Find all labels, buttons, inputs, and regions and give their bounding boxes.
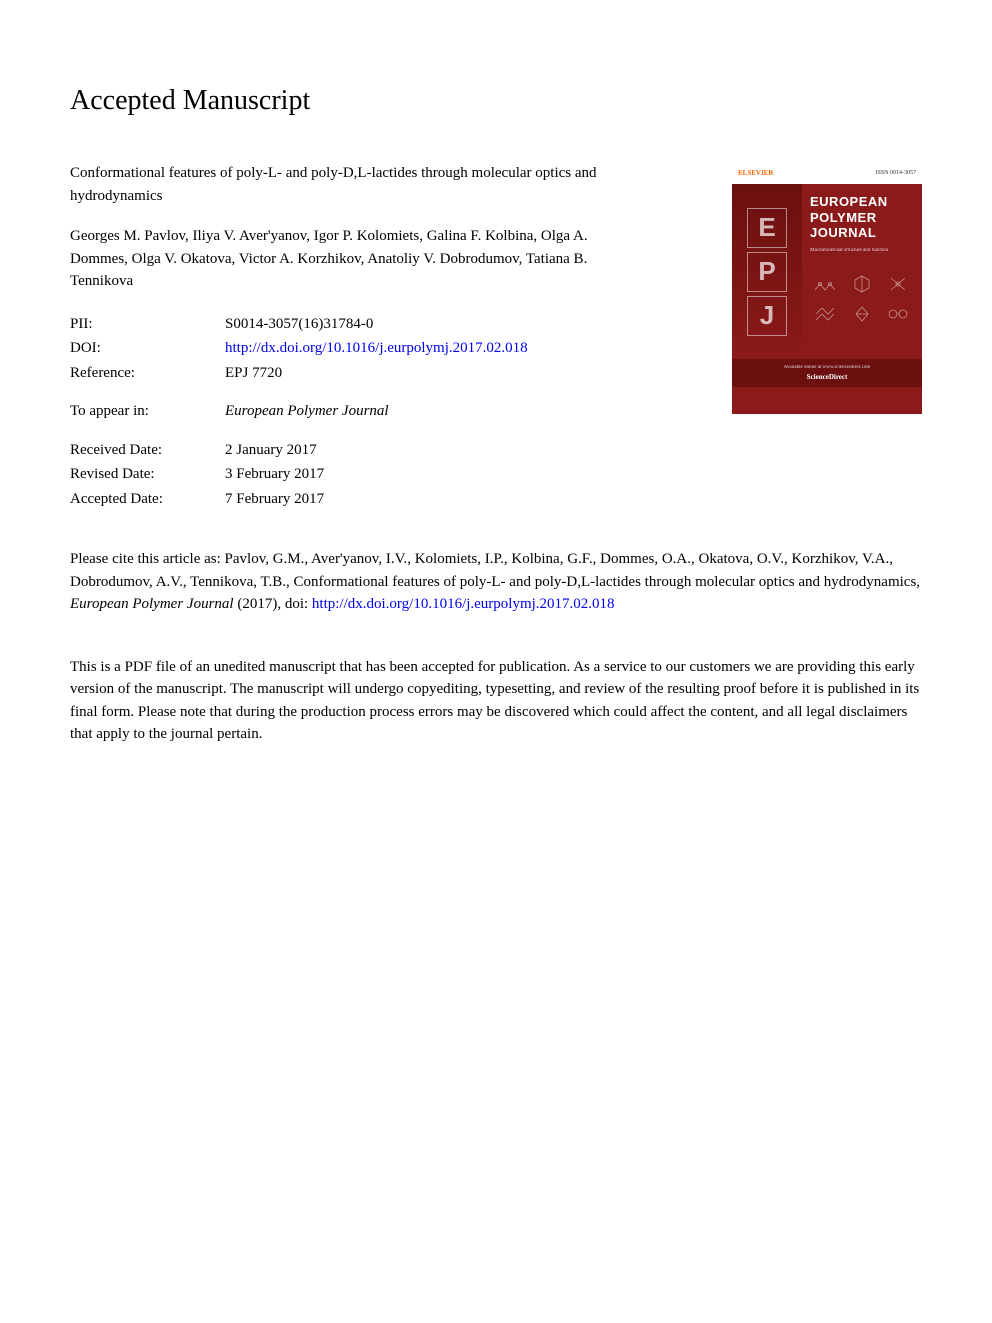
molecule-icon bbox=[883, 302, 913, 326]
cover-top-bar: ELSEVIER ISSN 0014-3057 bbox=[732, 162, 922, 184]
meta-row-appear: To appear in: European Polymer Journal bbox=[70, 400, 702, 423]
doi-link[interactable]: http://dx.doi.org/10.1016/j.eurpolymj.20… bbox=[225, 337, 702, 360]
citation-journal: European Polymer Journal bbox=[70, 596, 234, 612]
citation-prefix: Please cite this article as: Pavlov, G.M… bbox=[70, 551, 920, 590]
journal-cover: ELSEVIER ISSN 0014-3057 E P J EUROPEAN P… bbox=[732, 162, 922, 414]
cover-name-line: EUROPEAN bbox=[810, 194, 914, 210]
molecule-icon bbox=[847, 272, 877, 296]
citation-year: (2017), doi: bbox=[234, 596, 312, 612]
molecule-icon bbox=[810, 302, 840, 326]
cover-molecules bbox=[810, 272, 914, 326]
meta-row-revised: Revised Date: 3 February 2017 bbox=[70, 463, 702, 486]
cover-journal-name: EUROPEAN POLYMER JOURNAL bbox=[810, 194, 914, 241]
meta-label: PII: bbox=[70, 313, 225, 336]
citation: Please cite this article as: Pavlov, G.M… bbox=[70, 548, 922, 616]
molecule-icon bbox=[883, 272, 913, 296]
cover-letter-p: P bbox=[747, 252, 787, 292]
meta-label: DOI: bbox=[70, 337, 225, 360]
meta-value: European Polymer Journal bbox=[225, 400, 702, 423]
authors: Georges M. Pavlov, Iliya V. Aver'yanov, … bbox=[70, 225, 630, 293]
cover-name-line: JOURNAL bbox=[810, 225, 914, 241]
page-title: Accepted Manuscript bbox=[70, 80, 922, 122]
meta-row-received: Received Date: 2 January 2017 bbox=[70, 439, 702, 462]
disclaimer: This is a PDF file of an unedited manusc… bbox=[70, 656, 922, 746]
cover-bottom: Available online at www.sciencedirect.co… bbox=[732, 359, 922, 387]
meta-label: Revised Date: bbox=[70, 463, 225, 486]
publisher-logo: ELSEVIER bbox=[738, 168, 773, 179]
cover-letter-j: J bbox=[747, 296, 787, 336]
meta-label: Received Date: bbox=[70, 439, 225, 462]
left-column: Conformational features of poly-L- and p… bbox=[70, 162, 702, 528]
meta-row-doi: DOI: http://dx.doi.org/10.1016/j.eurpoly… bbox=[70, 337, 702, 360]
cover-letter-e: E bbox=[747, 208, 787, 248]
meta-value: 2 January 2017 bbox=[225, 439, 702, 462]
meta-label: To appear in: bbox=[70, 400, 225, 423]
cover-subtitle: Macromolecular structure and function bbox=[810, 247, 914, 255]
citation-doi-link[interactable]: http://dx.doi.org/10.1016/j.eurpolymj.20… bbox=[312, 596, 615, 612]
cover-bottom-brand: ScienceDirect bbox=[807, 372, 848, 383]
cover-name-line: POLYMER bbox=[810, 210, 914, 226]
molecule-icon bbox=[810, 272, 840, 296]
meta-label: Reference: bbox=[70, 362, 225, 385]
meta-value: EPJ 7720 bbox=[225, 362, 702, 385]
meta-value: 3 February 2017 bbox=[225, 463, 702, 486]
paper-title: Conformational features of poly-L- and p… bbox=[70, 162, 630, 207]
content-area: Conformational features of poly-L- and p… bbox=[70, 162, 922, 528]
metadata-table: PII: S0014-3057(16)31784-0 DOI: http://d… bbox=[70, 313, 702, 511]
meta-row-pii: PII: S0014-3057(16)31784-0 bbox=[70, 313, 702, 336]
cover-bottom-text: Available online at www.sciencedirect.co… bbox=[784, 364, 871, 372]
meta-row-reference: Reference: EPJ 7720 bbox=[70, 362, 702, 385]
molecule-icon bbox=[847, 302, 877, 326]
right-column: ELSEVIER ISSN 0014-3057 E P J EUROPEAN P… bbox=[732, 162, 922, 528]
meta-value: 7 February 2017 bbox=[225, 488, 702, 511]
meta-value: S0014-3057(16)31784-0 bbox=[225, 313, 702, 336]
cover-issn: ISSN 0014-3057 bbox=[875, 169, 916, 178]
cover-main: E P J EUROPEAN POLYMER JOURNAL Macromole… bbox=[732, 184, 922, 359]
meta-label: Accepted Date: bbox=[70, 488, 225, 511]
cover-right: EUROPEAN POLYMER JOURNAL Macromolecular … bbox=[802, 184, 922, 359]
cover-left-band: E P J bbox=[732, 184, 802, 359]
meta-row-accepted: Accepted Date: 7 February 2017 bbox=[70, 488, 702, 511]
